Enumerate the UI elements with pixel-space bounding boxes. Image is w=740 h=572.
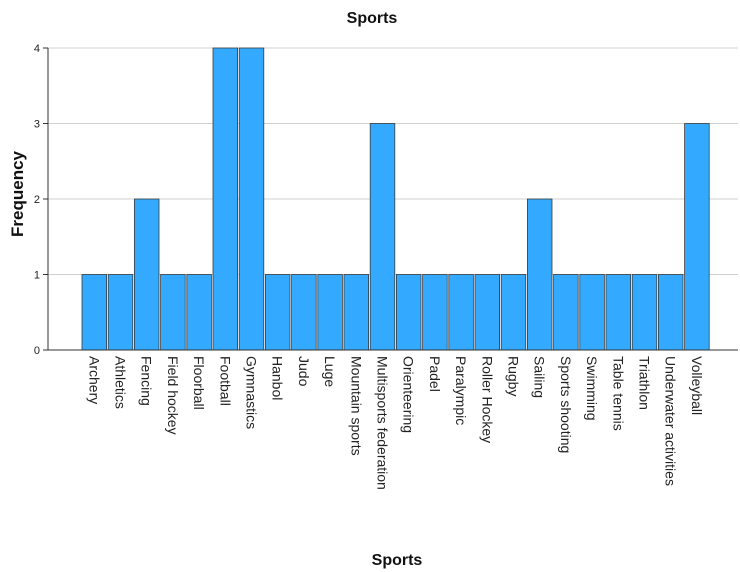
x-tick-label: Fencing <box>139 356 155 406</box>
bar-orienteering <box>395 274 422 351</box>
x-tick-label: Field hockey <box>165 356 181 435</box>
y-tick-label: 2 <box>34 194 40 206</box>
bar-swimming <box>579 274 605 351</box>
x-tick-label: Luge <box>322 356 338 387</box>
bar-gymnastics <box>238 47 265 351</box>
x-tick-label: Rugby <box>506 356 522 396</box>
y-tick-label: 1 <box>34 270 40 282</box>
bar-athletics <box>107 274 134 351</box>
x-tick-label: Underwater activities <box>663 356 679 486</box>
y-tick-label: 3 <box>34 119 40 131</box>
chart-title: Sports <box>347 10 398 27</box>
x-axis-ticks: Archery Athletics Fencing Field hockey Floor… <box>86 356 705 490</box>
bar-padel <box>422 274 448 351</box>
x-tick-label: Swimming <box>584 356 600 421</box>
y-tick-label: 4 <box>34 43 40 55</box>
x-tick-label: Sailing <box>532 356 548 398</box>
x-tick-label: Multisports federation <box>375 356 391 490</box>
bar-sailing <box>527 198 553 351</box>
x-tick-label: Hanbol <box>270 356 286 400</box>
bar-hanbol <box>264 274 291 351</box>
bar-multisports-federation <box>369 123 396 351</box>
x-tick-label: Triathlon <box>637 356 653 410</box>
x-tick-label: Mountain sports <box>348 356 364 456</box>
y-axis-label: Frequency <box>8 150 27 237</box>
bar-rugby <box>500 274 527 351</box>
bar-football <box>212 47 239 351</box>
bar-judo <box>291 274 317 351</box>
bar-roller-hockey <box>474 274 501 351</box>
x-tick-label: Padel <box>427 356 443 392</box>
x-tick-label: Sports shooting <box>558 356 574 453</box>
x-tick-label: Football <box>217 356 233 406</box>
bar-luge <box>317 274 343 351</box>
x-tick-label: Table tennis <box>610 356 626 431</box>
x-tick-label: Volleyball <box>689 356 705 415</box>
bars <box>81 47 710 351</box>
y-tick-label: 0 <box>34 345 40 357</box>
x-tick-label: Paralympic <box>453 356 469 425</box>
bar-table-tennis <box>605 274 632 351</box>
x-tick-label: Floorball <box>191 356 207 410</box>
x-tick-label: Roller Hockey <box>479 356 495 443</box>
x-tick-label: Athletics <box>113 356 129 409</box>
bar-mountain-sports <box>343 274 370 351</box>
x-tick-label: Judo <box>296 356 312 387</box>
bar-paralympic <box>448 274 474 351</box>
x-axis-label: Sports <box>372 552 423 569</box>
x-tick-label: Orienteering <box>401 356 417 433</box>
bar-archery <box>81 274 108 351</box>
bar-volleyball <box>684 123 710 351</box>
bar-floorball <box>186 274 212 351</box>
bar-sports-shooting <box>553 274 579 351</box>
bar-field-hockey <box>160 274 186 351</box>
bar-fencing <box>133 198 160 351</box>
x-tick-label: Gymnastics <box>244 356 260 429</box>
bar-triathlon <box>631 274 658 351</box>
x-tick-label: Archery <box>86 356 102 404</box>
y-axis-ticks: 0 1 2 3 4 <box>34 43 48 357</box>
bar-underwater-activities <box>658 274 684 351</box>
